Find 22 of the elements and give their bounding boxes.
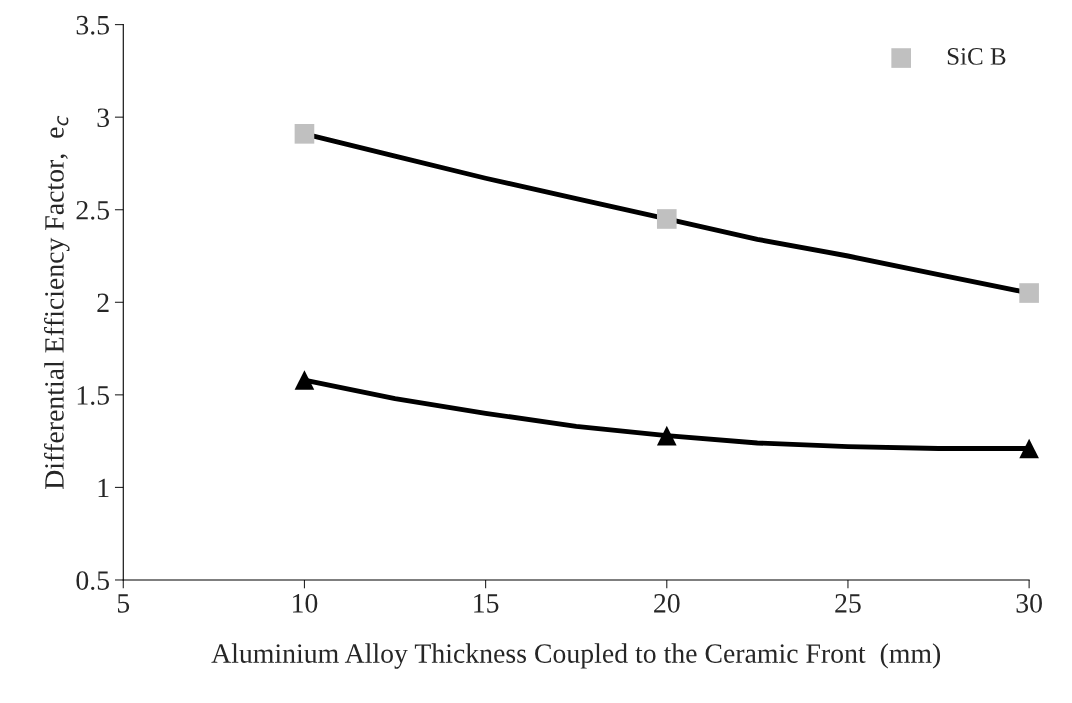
x-tick-label: 20: [654, 593, 680, 613]
legend-label: SiC B: [947, 48, 1006, 65]
y-tick-label: 3: [97, 108, 109, 128]
y-tick-label: 2: [97, 293, 109, 312]
point: [294, 370, 315, 390]
x-tick-label: 30: [1016, 593, 1042, 613]
point: [294, 124, 315, 144]
point: [1019, 438, 1039, 459]
x-axis-title: Aluminium Alloy Thickness Coupled to the Ceramic Front (mm): [211, 643, 941, 669]
x-tick-label: 25: [835, 594, 861, 613]
y-tick-label: 0.5: [76, 571, 109, 591]
y-tick-label: 1.5: [77, 386, 109, 405]
point: [656, 209, 677, 229]
y-tick-label: 3.5: [76, 15, 109, 35]
x-tick-label: 15: [474, 594, 499, 613]
x-tick-label: 5: [117, 594, 130, 613]
y-tick-label: 1: [98, 478, 109, 498]
y-axis-title: Differential Efficiency Factor, e$_{c}$: [43, 115, 70, 489]
x-tick-label: 10: [293, 593, 318, 613]
point: [1019, 283, 1039, 303]
y-tick-label: 2.5: [76, 200, 109, 220]
point: [656, 425, 677, 446]
